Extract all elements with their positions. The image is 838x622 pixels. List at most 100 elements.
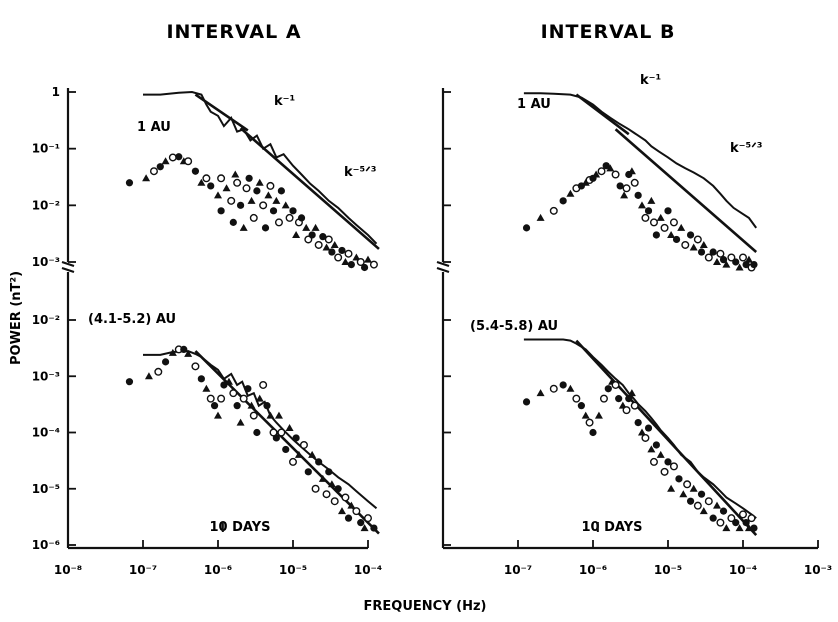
data-point-b-lower (622, 406, 631, 415)
data-point-a-lower (364, 514, 373, 523)
y-tick-label-lower: 10⁻⁴ (32, 426, 60, 440)
data-point-b-lower (585, 418, 594, 427)
data-point-b-lower (594, 411, 603, 419)
data-point-a-upper (344, 249, 353, 258)
data-point-b-lower (627, 389, 636, 397)
power-law-fit-a-lower-0 (194, 350, 380, 535)
data-point-b-lower (572, 394, 581, 403)
data-point-b-upper (719, 256, 728, 264)
y-tick-label-upper: 10⁻³ (32, 255, 60, 269)
slope-label-k-5-3-a: k⁻⁵ᐟ³ (344, 165, 376, 180)
data-point-a-lower (292, 434, 300, 442)
data-point-a-lower (357, 519, 365, 527)
x-tick-label: 10⁻⁵ (279, 563, 307, 577)
x-axis-label: FREQUENCY (Hz) (364, 599, 487, 614)
interval-b-lower-label: (5.4-5.8) AU (470, 319, 558, 334)
axis-break-b (436, 260, 450, 274)
y-axis-label: POWER (nT²) (9, 271, 24, 365)
data-point-a-upper (338, 246, 346, 255)
data-point-a-lower (233, 402, 241, 410)
x-tick-label: 10⁻⁴ (354, 563, 382, 577)
data-point-a-upper (302, 223, 311, 231)
panel-b (436, 88, 819, 550)
data-point-b-upper (649, 218, 658, 227)
data-point-b-lower (669, 462, 678, 471)
data-point-b-upper (602, 162, 610, 170)
data-point-b-upper (581, 178, 590, 186)
data-point-a-upper (266, 181, 275, 190)
spectrum-trace-a-upper (143, 90, 378, 245)
data-point-a-upper (149, 167, 158, 176)
data-point-a-upper (322, 243, 331, 251)
data-point-b-lower (686, 497, 695, 505)
data-point-b-upper (647, 196, 656, 204)
data-point-b-lower (712, 501, 721, 509)
data-point-a-lower (191, 362, 200, 371)
data-point-a-upper (264, 191, 273, 199)
data-point-b-upper (722, 260, 731, 268)
data-point-b-lower (716, 518, 725, 527)
data-point-b-lower (683, 480, 692, 489)
data-point-a-lower (325, 468, 333, 476)
data-point-b-upper (681, 240, 690, 249)
data-point-a-lower (334, 485, 342, 493)
data-point-a-lower (239, 394, 248, 403)
data-point-a-upper (191, 167, 200, 175)
data-point-b-lower (630, 401, 639, 410)
data-point-a-lower (337, 507, 346, 515)
x-tick-label: 10⁻⁶ (204, 563, 232, 577)
data-point-b-lower (704, 497, 713, 506)
data-point-b-upper (750, 260, 758, 269)
data-point-a-upper (314, 240, 323, 249)
data-point-b-upper (644, 207, 653, 215)
data-point-a-lower (304, 468, 312, 476)
data-point-a-upper (334, 253, 343, 262)
data-point-b-upper (637, 201, 646, 209)
data-point-b-upper (566, 189, 575, 197)
data-point-b-lower (637, 428, 646, 436)
data-point-b-upper (667, 230, 676, 238)
data-point-b-upper (697, 248, 706, 256)
data-point-b-upper (712, 258, 721, 265)
interval-a-lower-label: (4.1-5.2) AU (88, 312, 176, 327)
data-point-a-upper (242, 184, 251, 193)
data-point-b-upper (744, 255, 753, 263)
data-point-b-upper (652, 231, 660, 239)
data-point-b-upper (634, 191, 642, 199)
x-tick-label: 10⁻⁶ (579, 563, 607, 577)
data-point-a-upper (168, 153, 177, 162)
data-point-a-lower (274, 411, 283, 419)
data-point-a-lower (244, 385, 252, 393)
data-point-b-lower (750, 524, 758, 532)
data-point-b-lower (660, 467, 669, 476)
data-point-a-upper (269, 207, 278, 215)
data-point-a-upper (259, 201, 268, 210)
data-point-b-lower (727, 514, 736, 523)
data-point-a-lower (289, 457, 298, 466)
data-point-b-lower (599, 394, 608, 403)
data-point-a-upper (319, 233, 327, 241)
data-point-a-upper (324, 235, 333, 244)
data-point-a-lower (206, 394, 215, 403)
data-point-a-lower (255, 394, 264, 402)
data-point-a-lower (220, 381, 228, 389)
data-point-a-lower (229, 389, 238, 398)
data-point-a-lower (253, 428, 261, 437)
data-point-a-lower (184, 349, 193, 357)
data-point-a-upper (308, 231, 316, 239)
y-tick-label-upper: 10⁻² (32, 198, 60, 212)
data-point-b-upper (693, 235, 702, 244)
interval-b-upper-label: 1 AU (517, 97, 551, 112)
data-point-b-upper (735, 263, 744, 271)
data-point-b-lower (566, 384, 575, 392)
data-point-b-upper (549, 206, 558, 215)
x-tick-label: 10⁻⁴ (729, 563, 757, 577)
data-point-a-lower (327, 480, 336, 488)
data-point-b-lower (522, 398, 531, 406)
data-point-a-upper (197, 178, 206, 186)
data-point-a-lower (144, 372, 153, 380)
data-point-a-lower (285, 424, 294, 432)
data-point-b-upper (739, 253, 748, 262)
y-tick-label-upper: 1 (52, 85, 60, 99)
power-law-fit-a-upper-0 (194, 93, 249, 132)
